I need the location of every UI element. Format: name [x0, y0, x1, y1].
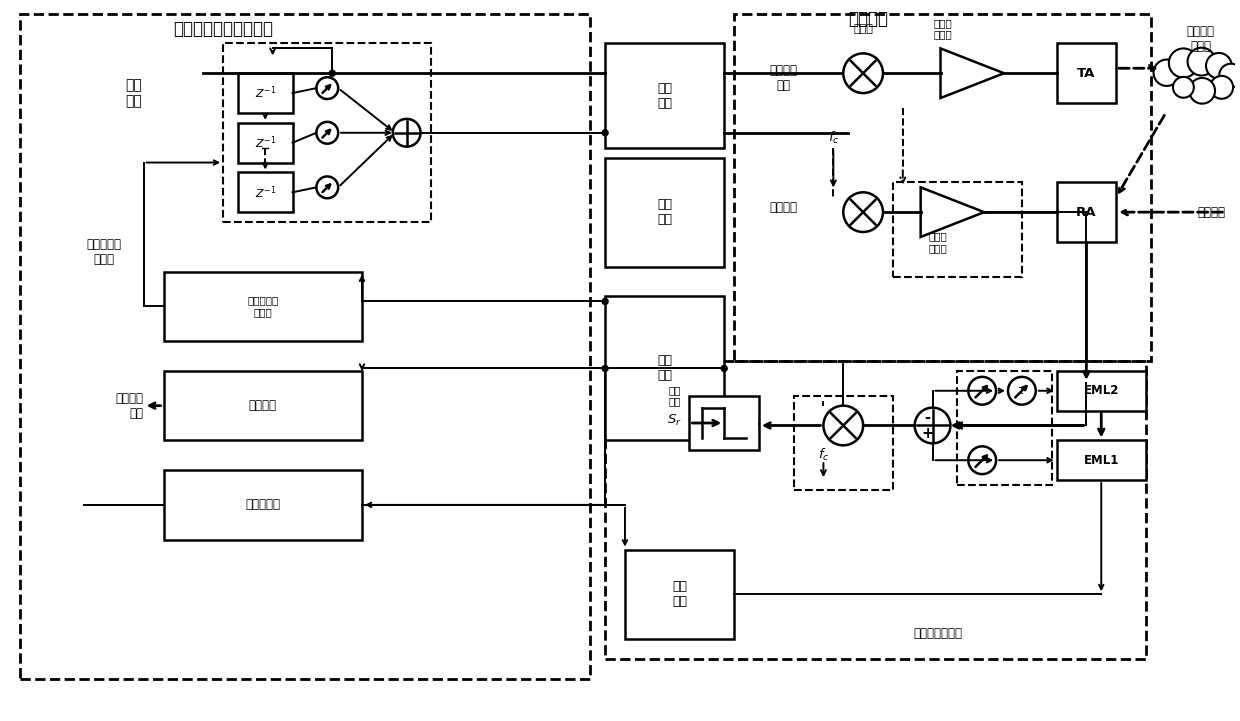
Circle shape	[316, 122, 339, 143]
Circle shape	[968, 377, 996, 404]
Text: 接收有用
信号: 接收有用 信号	[115, 392, 144, 420]
Text: 混频器: 混频器	[853, 24, 873, 34]
Text: 低通
滤波: 低通 滤波	[668, 385, 681, 407]
Bar	[238, 123, 293, 162]
Text: $S_r$: $S_r$	[667, 413, 682, 428]
Circle shape	[603, 366, 608, 371]
Bar	[238, 74, 293, 113]
Text: 电功率
放大器: 电功率 放大器	[934, 18, 952, 40]
Circle shape	[330, 70, 335, 76]
Circle shape	[1008, 377, 1035, 404]
Text: 数模
转换: 数模 转换	[657, 81, 672, 110]
Circle shape	[316, 177, 339, 198]
Bar	[223, 43, 432, 222]
Bar	[893, 182, 1022, 277]
Text: 参考信号: 参考信号	[770, 200, 797, 213]
Text: 误码率评估: 误码率评估	[246, 498, 280, 511]
Text: EML1: EML1	[1084, 454, 1118, 466]
Circle shape	[316, 77, 339, 99]
Circle shape	[722, 366, 727, 371]
Bar	[957, 371, 1052, 485]
Bar	[605, 361, 1146, 659]
Text: 数字信号处理基带单元: 数字信号处理基带单元	[174, 19, 273, 37]
Text: 多径自干
扰信道: 多径自干 扰信道	[1187, 25, 1214, 53]
Text: 信号接收: 信号接收	[249, 399, 277, 412]
Bar	[1056, 371, 1146, 411]
Bar	[164, 272, 362, 341]
Circle shape	[603, 130, 608, 136]
Bar	[1056, 43, 1116, 103]
Text: 电功率
放大器: 电功率 放大器	[929, 231, 947, 253]
Text: 基带发射
信号: 基带发射 信号	[770, 64, 797, 92]
Text: EML2: EML2	[1084, 384, 1118, 397]
Circle shape	[1210, 76, 1233, 99]
Circle shape	[603, 298, 608, 304]
Bar	[605, 296, 724, 441]
Text: $f_c$: $f_c$	[827, 130, 839, 146]
Bar	[164, 470, 362, 539]
Circle shape	[1153, 60, 1180, 86]
Circle shape	[1189, 78, 1215, 104]
Text: $f_c$: $f_c$	[817, 447, 830, 464]
Text: 最小均方误
差算法: 最小均方误 差算法	[247, 296, 279, 317]
Text: 自干扰消除系统: 自干扰消除系统	[913, 627, 962, 640]
Text: 发送
数据: 发送 数据	[125, 78, 143, 108]
Circle shape	[968, 446, 996, 474]
Bar	[20, 14, 590, 678]
Circle shape	[1169, 48, 1198, 78]
Circle shape	[393, 119, 420, 146]
Circle shape	[1207, 53, 1231, 79]
Circle shape	[823, 406, 863, 446]
Bar	[605, 43, 724, 148]
Text: 射频单元: 射频单元	[848, 9, 888, 27]
Bar	[625, 549, 734, 639]
Circle shape	[1188, 48, 1215, 76]
Polygon shape	[920, 187, 985, 237]
Circle shape	[843, 193, 883, 232]
Bar	[734, 14, 1151, 361]
Polygon shape	[940, 48, 1004, 98]
Text: 控制
单元: 控制 单元	[672, 580, 687, 609]
Text: $Z^{-1}$: $Z^{-1}$	[254, 184, 277, 200]
Text: 数模
转换: 数模 转换	[657, 198, 672, 226]
Bar	[164, 371, 362, 441]
Text: 有用信号: 有用信号	[1198, 205, 1225, 218]
Text: RA: RA	[1076, 205, 1096, 218]
Text: $\tau$: $\tau$	[1017, 384, 1027, 397]
Circle shape	[915, 407, 950, 443]
Text: $Z^{-1}$: $Z^{-1}$	[254, 85, 277, 102]
Bar	[238, 172, 293, 212]
Text: -: -	[925, 410, 930, 425]
Bar	[1056, 182, 1116, 242]
Text: 模数
转换: 模数 转换	[657, 355, 672, 382]
Text: TA: TA	[1078, 67, 1096, 80]
Bar	[1056, 441, 1146, 480]
Bar	[794, 396, 893, 490]
Circle shape	[843, 53, 883, 93]
Circle shape	[1219, 63, 1240, 87]
Bar	[605, 158, 724, 267]
Circle shape	[1173, 77, 1194, 98]
Text: 自适应滤波
均衡器: 自适应滤波 均衡器	[87, 238, 122, 266]
Text: +: +	[921, 426, 934, 441]
Bar	[689, 396, 759, 451]
Text: $Z^{-1}$: $Z^{-1}$	[254, 134, 277, 151]
